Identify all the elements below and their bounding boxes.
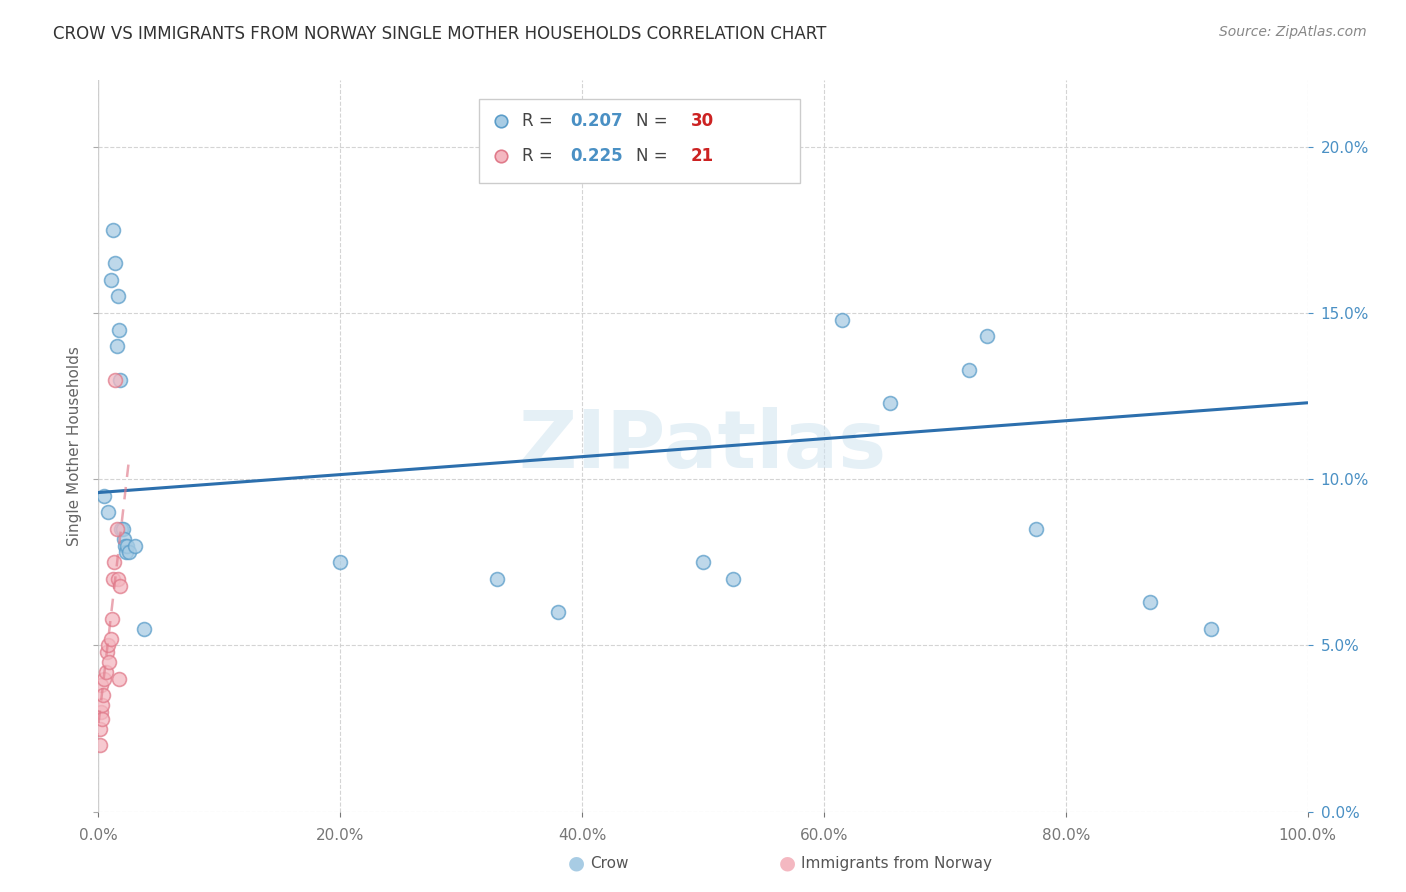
Point	[104, 372, 127, 386]
Text: N =: N =	[637, 112, 673, 129]
Text: N =: N =	[637, 146, 673, 165]
Point	[108, 579, 131, 593]
Point	[100, 632, 122, 646]
FancyBboxPatch shape	[479, 99, 800, 183]
Point	[108, 372, 131, 386]
Point	[93, 672, 115, 686]
Text: 0.225: 0.225	[569, 146, 623, 165]
Point	[100, 612, 122, 626]
Text: Source: ZipAtlas.com: Source: ZipAtlas.com	[1219, 25, 1367, 39]
Point	[1139, 595, 1161, 609]
Point	[831, 312, 853, 326]
Point	[93, 489, 115, 503]
Point	[110, 522, 132, 536]
Point	[91, 712, 114, 726]
Text: ●: ●	[568, 854, 585, 873]
Point	[91, 698, 114, 713]
Y-axis label: Single Mother Households: Single Mother Households	[67, 346, 83, 546]
Point	[90, 705, 112, 719]
Text: Crow: Crow	[591, 856, 628, 871]
Point	[89, 738, 111, 752]
Point	[90, 678, 112, 692]
Text: Immigrants from Norway: Immigrants from Norway	[801, 856, 993, 871]
Point	[112, 532, 135, 546]
Text: 30: 30	[690, 112, 714, 129]
Text: ZIPatlas: ZIPatlas	[519, 407, 887, 485]
Point	[107, 289, 129, 303]
Text: CROW VS IMMIGRANTS FROM NORWAY SINGLE MOTHER HOUSEHOLDS CORRELATION CHART: CROW VS IMMIGRANTS FROM NORWAY SINGLE MO…	[53, 25, 827, 43]
Point	[879, 396, 901, 410]
Point	[957, 362, 980, 376]
Text: 21: 21	[690, 146, 714, 165]
Point	[114, 539, 136, 553]
Point	[105, 522, 128, 536]
Point	[97, 639, 120, 653]
Point	[124, 539, 146, 553]
Text: R =: R =	[522, 146, 558, 165]
Point	[111, 522, 134, 536]
Point	[105, 339, 128, 353]
Point	[100, 273, 122, 287]
Text: 0.207: 0.207	[569, 112, 623, 129]
Point	[486, 572, 509, 586]
Point	[117, 539, 139, 553]
Point	[98, 655, 121, 669]
Point	[107, 572, 129, 586]
Text: R =: R =	[522, 112, 558, 129]
Point	[723, 572, 745, 586]
Point	[547, 605, 569, 619]
Point	[1024, 522, 1046, 536]
Point	[89, 722, 111, 736]
Point	[101, 223, 124, 237]
Point	[108, 323, 131, 337]
Point	[115, 545, 138, 559]
Point	[692, 555, 714, 569]
Point	[108, 672, 131, 686]
Point	[976, 329, 998, 343]
Point	[103, 555, 125, 569]
Point	[97, 506, 120, 520]
Text: ●: ●	[779, 854, 796, 873]
Point	[91, 689, 114, 703]
Point	[101, 572, 124, 586]
Point	[134, 622, 156, 636]
Point	[1199, 622, 1222, 636]
Point	[118, 545, 141, 559]
Point	[329, 555, 352, 569]
Point	[94, 665, 117, 679]
Point	[104, 256, 127, 270]
Point	[96, 645, 118, 659]
